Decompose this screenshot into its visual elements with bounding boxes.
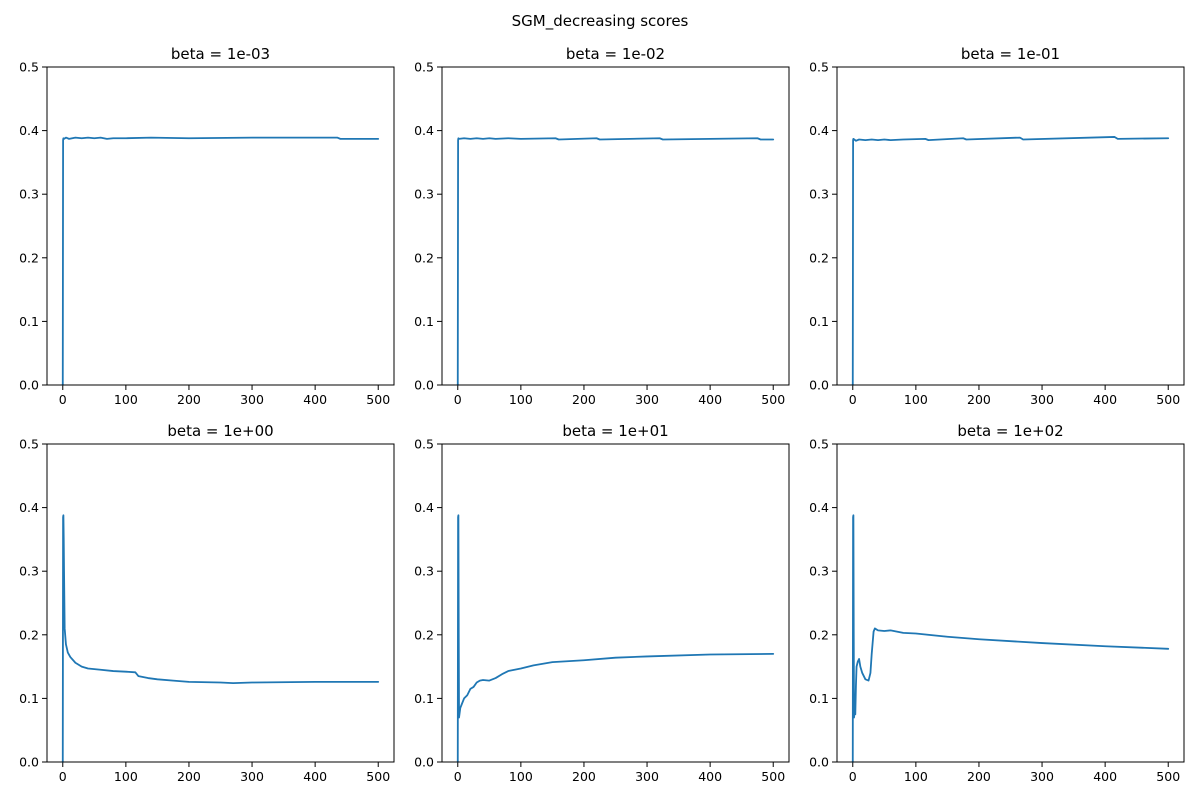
y-tick-label: 0.3 (19, 564, 39, 579)
y-tick-label: 0.4 (414, 500, 434, 515)
y-tick-label: 0.2 (809, 250, 829, 265)
series-line (851, 514, 1170, 763)
axes-frame (441, 66, 790, 386)
y-tick-label: 0.3 (809, 564, 829, 579)
x-tick-label: 200 (177, 392, 201, 407)
x-tick-label: 500 (366, 769, 390, 784)
x-tick-label: 0 (59, 769, 67, 784)
subplot-5: beta = 1e+01 0 100 200 300 400 500 0.0 0.1 0.2 0.3… (414, 422, 790, 784)
series-line (456, 514, 775, 763)
subplot-title: beta = 1e-03 (171, 45, 270, 63)
x-tick-label: 400 (698, 769, 722, 784)
y-tick-label: 0.3 (414, 187, 434, 202)
y-tick-label: 0.0 (809, 755, 829, 770)
y-tick-label: 0.5 (19, 60, 39, 75)
y-tick-label: 0.4 (414, 123, 434, 138)
subplot-1: beta = 1e-03 0 100 200 300 400 500 0.0 0.1 0.2 0.3… (19, 45, 395, 407)
x-tick-label: 400 (1093, 769, 1117, 784)
y-tick-label: 0.4 (19, 123, 39, 138)
axes-frame (836, 66, 1185, 386)
y-tick-label: 0.5 (19, 437, 39, 452)
y-tick-label: 0.5 (414, 60, 434, 75)
axes-frame (46, 443, 395, 763)
subplot-6: beta = 1e+02 0 100 200 300 400 500 0.0 0.1 0.2 0.3… (809, 422, 1185, 784)
y-tick-label: 0.1 (414, 314, 434, 329)
x-tick-label: 100 (509, 769, 533, 784)
figure-suptitle: SGM_decreasing scores (511, 12, 689, 30)
x-tick-label: 100 (904, 769, 928, 784)
subplot-title: beta = 1e+01 (562, 422, 668, 440)
y-tick-label: 0.3 (414, 564, 434, 579)
y-tick-label: 0.5 (809, 437, 829, 452)
x-tick-label: 0 (59, 392, 67, 407)
y-tick-label: 0.0 (19, 755, 39, 770)
x-tick-label: 200 (967, 769, 991, 784)
y-tick-label: 0.1 (19, 314, 39, 329)
subplot-3: beta = 1e-01 0 100 200 300 400 500 0.0 0.1 0.2 0.3… (809, 45, 1185, 407)
y-tick-label: 0.1 (414, 691, 434, 706)
x-tick-label: 0 (454, 392, 462, 407)
x-tick-label: 0 (849, 769, 857, 784)
x-tick-label: 100 (114, 769, 138, 784)
axes-frame (46, 66, 395, 386)
x-tick-label: 400 (1093, 392, 1117, 407)
x-tick-label: 200 (572, 392, 596, 407)
y-tick-label: 0.3 (19, 187, 39, 202)
x-tick-label: 400 (303, 769, 327, 784)
y-tick-label: 0.4 (809, 123, 829, 138)
x-tick-label: 300 (1030, 392, 1054, 407)
x-tick-label: 500 (761, 769, 785, 784)
y-tick-label: 0.4 (19, 500, 39, 515)
y-tick-label: 0.2 (19, 250, 39, 265)
x-tick-label: 300 (1030, 769, 1054, 784)
y-tick-label: 0.2 (414, 250, 434, 265)
series-line (851, 136, 1170, 386)
series-line (456, 137, 775, 386)
x-tick-label: 300 (635, 769, 659, 784)
x-tick-label: 0 (454, 769, 462, 784)
x-tick-label: 500 (1156, 769, 1180, 784)
y-tick-label: 0.4 (809, 500, 829, 515)
x-tick-label: 0 (849, 392, 857, 407)
y-tick-label: 0.5 (809, 60, 829, 75)
series-line (61, 514, 380, 763)
x-tick-label: 400 (303, 392, 327, 407)
y-tick-label: 0.5 (414, 437, 434, 452)
y-tick-label: 0.1 (809, 691, 829, 706)
subplot-title: beta = 1e-02 (566, 45, 665, 63)
x-tick-label: 200 (967, 392, 991, 407)
y-tick-label: 0.1 (19, 691, 39, 706)
subplot-title: beta = 1e+02 (957, 422, 1063, 440)
y-tick-label: 0.2 (19, 627, 39, 642)
y-tick-label: 0.2 (414, 627, 434, 642)
y-tick-label: 0.0 (809, 378, 829, 393)
subplot-title: beta = 1e-01 (961, 45, 1060, 63)
x-tick-label: 500 (366, 392, 390, 407)
axes-frame (441, 443, 790, 763)
x-tick-label: 500 (761, 392, 785, 407)
x-tick-label: 100 (114, 392, 138, 407)
y-tick-label: 0.0 (414, 755, 434, 770)
x-tick-label: 300 (240, 392, 264, 407)
subplot-2: beta = 1e-02 0 100 200 300 400 500 0.0 0.1 0.2 0.3… (414, 45, 790, 407)
y-tick-label: 0.3 (809, 187, 829, 202)
y-tick-label: 0.0 (414, 378, 434, 393)
x-tick-label: 400 (698, 392, 722, 407)
series-line (61, 136, 380, 386)
y-tick-label: 0.0 (19, 378, 39, 393)
subplot-title: beta = 1e+00 (167, 422, 273, 440)
x-tick-label: 100 (904, 392, 928, 407)
subplot-4: beta = 1e+00 0 100 200 300 400 500 0.0 0.1 0.2 0.3… (19, 422, 395, 784)
x-tick-label: 200 (177, 769, 201, 784)
y-tick-label: 0.1 (809, 314, 829, 329)
x-tick-label: 300 (635, 392, 659, 407)
x-tick-label: 100 (509, 392, 533, 407)
axes-frame (836, 443, 1185, 763)
x-tick-label: 200 (572, 769, 596, 784)
y-tick-label: 0.2 (809, 627, 829, 642)
x-tick-label: 500 (1156, 392, 1180, 407)
x-tick-label: 300 (240, 769, 264, 784)
